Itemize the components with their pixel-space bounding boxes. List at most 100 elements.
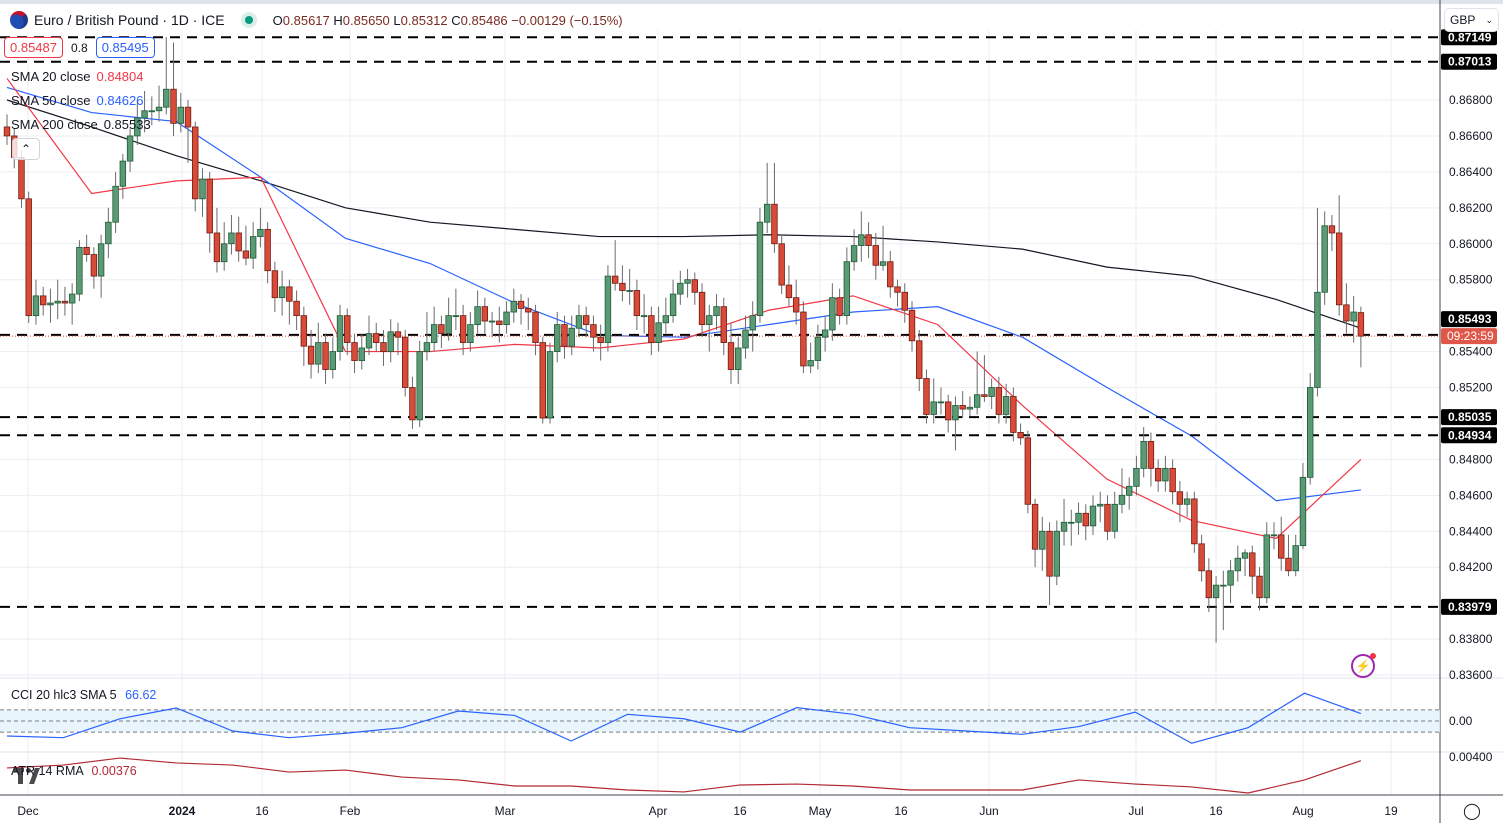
legend-value: 0.84804 [96, 69, 144, 84]
countdown-label: 09:23:59 [1447, 329, 1494, 343]
candle-body [568, 327, 575, 347]
candle-body [1328, 225, 1336, 234]
sell-button[interactable]: 0.85487 [4, 37, 63, 58]
candle-body [1154, 467, 1162, 482]
candle [387, 319, 394, 363]
chevron-down-icon: ⌄ [1485, 14, 1493, 25]
level-badge [1441, 598, 1497, 615]
lightning-alert-icon[interactable]: ⚡ [1351, 653, 1376, 678]
candle-body [742, 329, 749, 349]
candle [220, 222, 228, 271]
candle-body [749, 315, 756, 331]
high-value: 0.85650 [342, 12, 390, 28]
candle [213, 207, 221, 273]
candle-body [467, 324, 474, 343]
collapse-legend-button[interactable]: ⌃ [12, 138, 40, 160]
settings-gear-icon[interactable]: ◯ [1463, 803, 1481, 820]
candle-body [32, 295, 40, 317]
candle-body [517, 300, 525, 309]
market-status-icon[interactable] [240, 12, 257, 28]
candle [887, 250, 894, 298]
candle-body [691, 279, 698, 293]
candle [546, 342, 554, 424]
price-tick-label: 0.86200 [1449, 201, 1493, 215]
legend-sma50[interactable]: SMA 50 close 0.84626 [11, 93, 144, 108]
candle-body [83, 246, 90, 255]
candle-body [720, 306, 727, 343]
candle [807, 342, 814, 374]
candle [416, 340, 423, 428]
candle [742, 315, 749, 359]
candle [1241, 549, 1249, 577]
candle-body [865, 234, 872, 246]
cci-band [0, 709, 1440, 733]
candle [163, 37, 170, 115]
candle [604, 265, 612, 352]
candle-body [351, 342, 358, 361]
level-badge-label: 0.87149 [1448, 30, 1492, 44]
legend-label: SMA 50 close [11, 93, 91, 108]
candle-body [648, 315, 655, 343]
candle-body [887, 261, 894, 288]
tradingview-logo[interactable] [14, 768, 44, 784]
candle [1270, 522, 1278, 550]
candle [1097, 491, 1104, 523]
eur-gbp-flag-icon [10, 11, 28, 29]
buy-button[interactable]: 0.85495 [95, 37, 155, 58]
candle [1205, 558, 1213, 613]
cci-value: 66.62 [125, 688, 157, 702]
candle-body [952, 405, 959, 421]
candle [199, 168, 206, 217]
candle [1220, 570, 1227, 631]
candle-body [1256, 575, 1263, 599]
candle [836, 288, 843, 325]
candle-body [1097, 503, 1104, 507]
candle [184, 100, 192, 163]
candle [134, 100, 141, 145]
candle [192, 121, 199, 212]
candle [1002, 383, 1010, 424]
price-tick-label: 0.86400 [1449, 165, 1493, 179]
symbol-title[interactable]: Euro / British Pound · 1D · ICE [34, 12, 225, 28]
candle [1256, 567, 1263, 611]
candle [394, 322, 402, 356]
candle [1017, 423, 1024, 446]
legend-sma200[interactable]: SMA 200 close 0.85533 [11, 117, 151, 132]
atr-legend[interactable]: ATR 14 RMA 0.00376 [11, 764, 137, 778]
candle [865, 222, 872, 259]
candle-body [1220, 584, 1227, 587]
candle [430, 306, 438, 352]
candle-body [1270, 534, 1278, 537]
candle-body [525, 308, 532, 313]
candle [677, 270, 684, 305]
candle-body [1133, 467, 1140, 487]
candle-body [18, 157, 25, 200]
candle-body [199, 178, 206, 200]
candle-body [1104, 503, 1111, 532]
candle [474, 290, 481, 334]
candle-body [879, 261, 887, 266]
candle [1010, 387, 1017, 442]
price-tick-label: 0.85400 [1449, 345, 1493, 359]
candle-body [1010, 396, 1017, 433]
candle [344, 308, 351, 356]
candle [54, 279, 61, 320]
candle-body [677, 282, 684, 295]
candle [271, 261, 279, 313]
cci-tick-label: 0.00 [1449, 714, 1473, 728]
candle [1154, 459, 1162, 492]
cci-legend[interactable]: CCI 20 hlc3 SMA 5 66.62 [11, 688, 156, 702]
candle-body [220, 243, 228, 263]
candle [684, 268, 691, 298]
price-tick-label: 0.86000 [1449, 237, 1493, 251]
candle [1147, 432, 1155, 487]
candle [315, 322, 322, 374]
candle-body [235, 232, 242, 252]
candle [749, 301, 756, 352]
candle-body [792, 297, 800, 313]
candle [228, 215, 235, 255]
candle [278, 270, 286, 316]
legend-sma20[interactable]: SMA 20 close 0.84804 [11, 69, 144, 84]
currency-select[interactable]: GBP ⌄ [1444, 8, 1499, 32]
